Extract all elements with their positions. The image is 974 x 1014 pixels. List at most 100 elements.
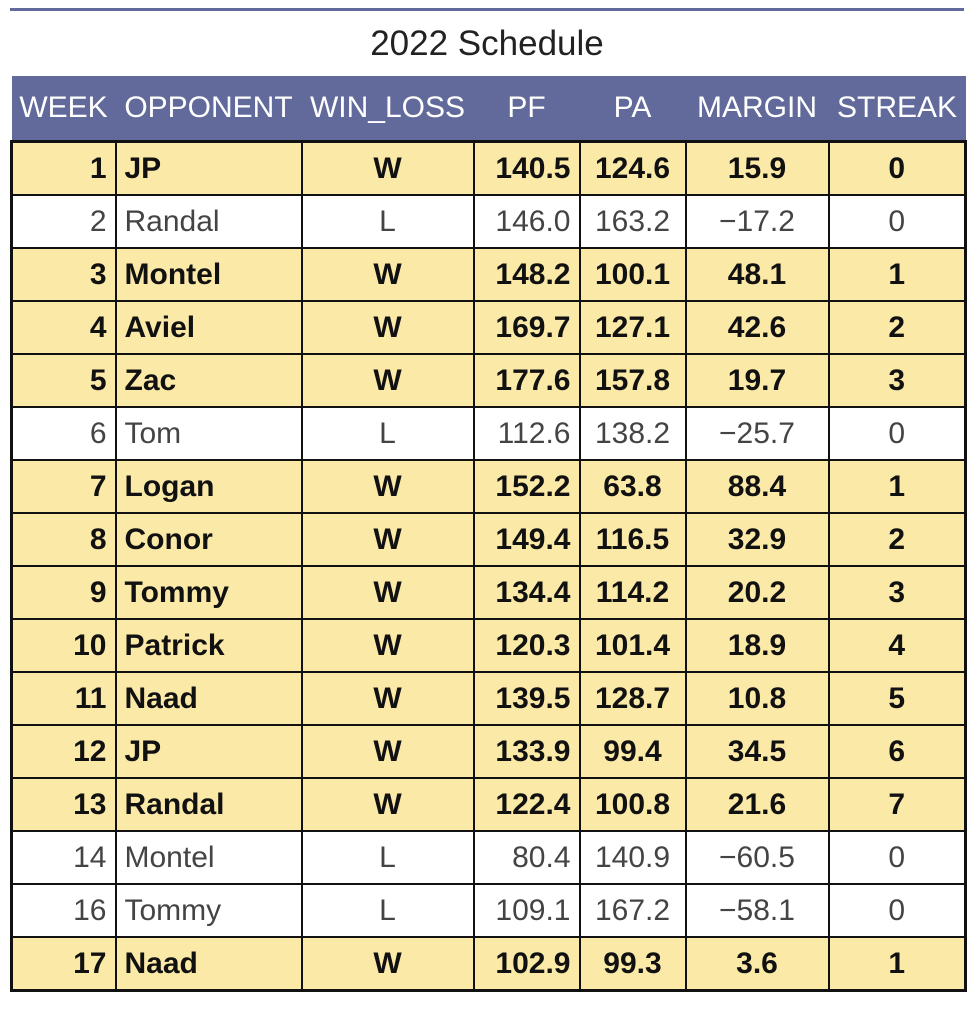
cell-week: 8	[10, 512, 117, 567]
cell-pa: 140.9	[578, 830, 687, 885]
cell-streak: 2	[827, 512, 967, 567]
cell-margin: −60.5	[684, 830, 830, 885]
cell-pa: 138.2	[578, 406, 687, 461]
cell-pf: 169.7	[472, 300, 581, 355]
cell-opponent: Randal	[114, 194, 303, 249]
cell-margin: 48.1	[684, 247, 830, 302]
table-row: 7 Logan W 152.2 63.8 88.4 1	[10, 459, 967, 514]
cell-win-loss: W	[300, 618, 475, 673]
cell-streak: 6	[827, 724, 967, 779]
cell-pa: 128.7	[578, 671, 687, 726]
cell-pa: 63.8	[578, 459, 687, 514]
cell-pf: 112.6	[472, 406, 581, 461]
table-row: 6 Tom L 112.6 138.2 −25.7 0	[10, 406, 967, 461]
cell-opponent: Conor	[114, 512, 303, 567]
cell-opponent: Montel	[114, 247, 303, 302]
cell-streak: 2	[827, 300, 967, 355]
cell-streak: 0	[827, 140, 967, 196]
cell-opponent: Tommy	[114, 565, 303, 620]
cell-pf: 122.4	[472, 777, 581, 832]
column-header-margin: MARGIN	[685, 76, 829, 142]
cell-pf: 80.4	[472, 830, 581, 885]
column-header-pa: PA	[579, 76, 686, 142]
cell-opponent: Tommy	[114, 883, 303, 938]
cell-margin: 19.7	[684, 353, 830, 408]
cell-win-loss: W	[300, 300, 475, 355]
table-row: 8 Conor W 149.4 116.5 32.9 2	[10, 512, 967, 567]
cell-pf: 102.9	[472, 936, 581, 992]
cell-pf: 120.3	[472, 618, 581, 673]
cell-streak: 1	[827, 247, 967, 302]
column-header-opponent: OPPONENT	[115, 76, 302, 142]
header-row: WEEK OPPONENT WIN_LOSS PF PA MARGIN STRE…	[11, 76, 966, 142]
cell-opponent: Logan	[114, 459, 303, 514]
cell-week: 11	[10, 671, 117, 726]
cell-opponent: Tom	[114, 406, 303, 461]
cell-pf: 152.2	[472, 459, 581, 514]
table-row: 17 Naad W 102.9 99.3 3.6 1	[10, 936, 967, 992]
cell-week: 7	[10, 459, 117, 514]
cell-pf: 134.4	[472, 565, 581, 620]
cell-week: 3	[10, 247, 117, 302]
cell-margin: 42.6	[684, 300, 830, 355]
cell-week: 17	[10, 936, 117, 992]
top-rule	[10, 8, 964, 11]
table-row: 11 Naad W 139.5 128.7 10.8 5	[10, 671, 967, 726]
cell-streak: 1	[827, 459, 967, 514]
cell-week: 14	[10, 830, 117, 885]
cell-win-loss: W	[300, 512, 475, 567]
cell-pa: 167.2	[578, 883, 687, 938]
cell-opponent: JP	[114, 724, 303, 779]
table-row: 5 Zac W 177.6 157.8 19.7 3	[10, 353, 967, 408]
cell-week: 9	[10, 565, 117, 620]
cell-streak: 0	[827, 883, 967, 938]
cell-streak: 0	[827, 406, 967, 461]
cell-win-loss: W	[300, 724, 475, 779]
cell-margin: 10.8	[684, 671, 830, 726]
column-header-win-loss: WIN_LOSS	[301, 76, 474, 142]
cell-opponent: Montel	[114, 830, 303, 885]
cell-pa: 101.4	[578, 618, 687, 673]
cell-pa: 99.3	[578, 936, 687, 992]
cell-win-loss: W	[300, 140, 475, 196]
cell-pf: 146.0	[472, 194, 581, 249]
cell-week: 2	[10, 194, 117, 249]
cell-pf: 140.5	[472, 140, 581, 196]
cell-pa: 100.1	[578, 247, 687, 302]
cell-margin: 15.9	[684, 140, 830, 196]
cell-pa: 100.8	[578, 777, 687, 832]
table-row: 12 JP W 133.9 99.4 34.5 6	[10, 724, 967, 779]
cell-pf: 133.9	[472, 724, 581, 779]
schedule-table: WEEK OPPONENT WIN_LOSS PF PA MARGIN STRE…	[10, 76, 967, 992]
table-row: 3 Montel W 148.2 100.1 48.1 1	[10, 247, 967, 302]
table-row: 16 Tommy L 109.1 167.2 −58.1 0	[10, 883, 967, 938]
column-header-pf: PF	[473, 76, 580, 142]
table-row: 1 JP W 140.5 124.6 15.9 0	[10, 140, 967, 196]
table-body: 1 JP W 140.5 124.6 15.9 0 2 Randal L 146.0 163.2 −17…	[10, 140, 967, 992]
cell-opponent: Naad	[114, 671, 303, 726]
cell-streak: 3	[827, 565, 967, 620]
cell-win-loss: L	[300, 830, 475, 885]
cell-pf: 148.2	[472, 247, 581, 302]
cell-opponent: Aviel	[114, 300, 303, 355]
cell-opponent: Randal	[114, 777, 303, 832]
cell-margin: −58.1	[684, 883, 830, 938]
cell-week: 13	[10, 777, 117, 832]
cell-pf: 109.1	[472, 883, 581, 938]
cell-pa: 116.5	[578, 512, 687, 567]
cell-margin: 18.9	[684, 618, 830, 673]
cell-win-loss: L	[300, 194, 475, 249]
table-row: 10 Patrick W 120.3 101.4 18.9 4	[10, 618, 967, 673]
cell-streak: 0	[827, 194, 967, 249]
cell-week: 1	[10, 140, 117, 196]
cell-pf: 139.5	[472, 671, 581, 726]
cell-pa: 99.4	[578, 724, 687, 779]
cell-streak: 0	[827, 830, 967, 885]
cell-pa: 114.2	[578, 565, 687, 620]
cell-win-loss: W	[300, 936, 475, 992]
cell-pa: 163.2	[578, 194, 687, 249]
cell-pf: 149.4	[472, 512, 581, 567]
cell-margin: 34.5	[684, 724, 830, 779]
cell-week: 10	[10, 618, 117, 673]
cell-streak: 5	[827, 671, 967, 726]
